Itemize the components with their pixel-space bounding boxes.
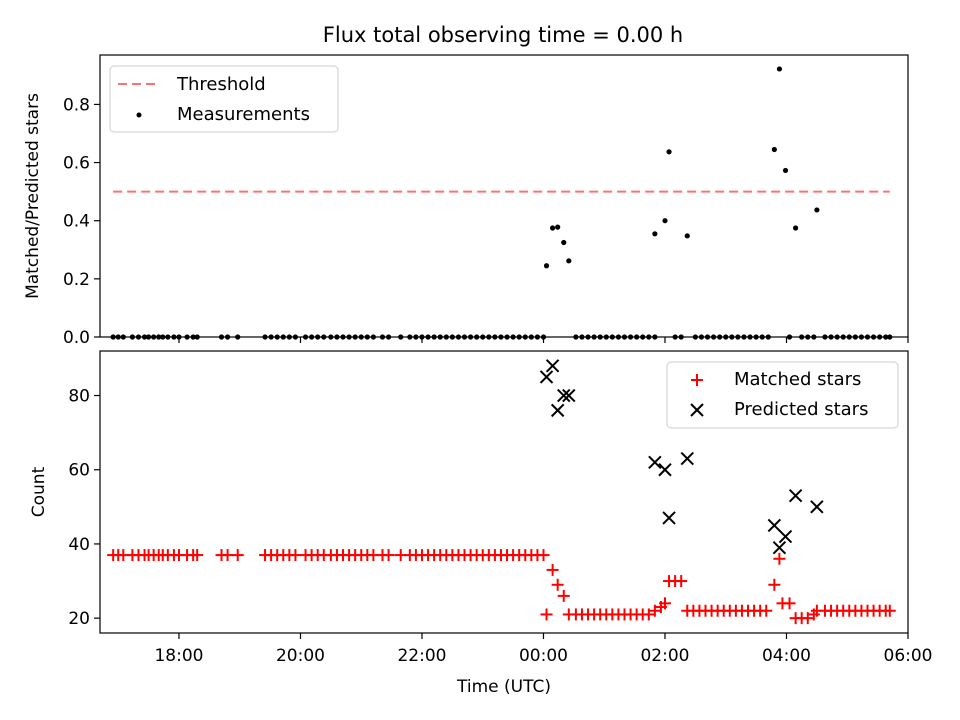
bottom-ytick-label: 60	[68, 461, 90, 481]
bottom-ytick-label: 20	[68, 609, 90, 629]
matched-stars-point	[675, 575, 688, 588]
predicted-stars-point	[539, 370, 554, 384]
measurement-point	[771, 146, 777, 153]
measurement-point	[782, 167, 789, 174]
matched-stars-point	[382, 549, 395, 562]
threshold-legend-label: Threshold	[176, 74, 266, 95]
bottom-legend: Matched stars Predicted stars	[666, 361, 899, 429]
predicted-stars-point	[557, 388, 571, 403]
bottom-xtick-label: 04:00	[762, 646, 811, 666]
predicted-stars-point	[562, 388, 576, 403]
predicted-stars-point	[545, 359, 560, 373]
measurement-point	[543, 263, 550, 269]
top-ytick-label: 0.4	[63, 212, 90, 232]
top-ylabel: Matched/Predicted stars	[23, 93, 43, 299]
predicted-legend-label: Predicted stars	[734, 399, 868, 420]
matched-stars-point	[760, 604, 773, 617]
measurements-legend-marker	[136, 112, 142, 118]
bottom-xtick-label: 00:00	[519, 646, 568, 666]
top-axes-frame	[99, 54, 909, 338]
predicted-stars-point	[648, 455, 662, 470]
matched-stars-point	[642, 608, 655, 621]
matched-stars-point	[537, 549, 550, 562]
top-ytick-label: 0.2	[63, 270, 90, 290]
measurement-point	[566, 258, 572, 264]
top-legend-box	[109, 65, 339, 133]
bottom-xtick-label: 02:00	[640, 646, 689, 666]
bottom-ytick-label: 80	[68, 387, 90, 407]
bottom-axes-frame	[99, 350, 909, 634]
bottom-ytick-label: 40	[68, 535, 90, 555]
measurement-point	[776, 66, 783, 72]
predicted-stars-point	[767, 518, 782, 533]
measurement-point	[652, 231, 658, 237]
top-plot: 0.0 0.2 0.4 0.6 0.8	[63, 54, 909, 348]
measurement-point	[555, 224, 561, 230]
matched-stars-point	[231, 549, 244, 562]
chart-title: Flux total observing time = 0.00 h	[323, 23, 683, 47]
bottom-xtick-label: 20:00	[276, 646, 325, 666]
predicted-stars-point	[778, 529, 793, 544]
measurements-legend-label: Measurements	[177, 104, 310, 125]
measurement-point	[550, 225, 556, 231]
matched-stars-point	[883, 604, 896, 617]
predicted-stars-point	[662, 511, 676, 525]
matched-legend-marker	[691, 374, 703, 386]
matched-stars-point	[773, 552, 786, 565]
top-ytick-label: 0.6	[63, 154, 90, 174]
predicted-stars-series	[539, 359, 824, 555]
measurement-point	[793, 225, 799, 231]
matched-stars-point	[551, 578, 564, 591]
bottom-xtick-label: 06:00	[884, 646, 933, 666]
matched-stars-point	[191, 549, 204, 562]
top-ytick-label: 0.8	[63, 95, 90, 115]
predicted-stars-point	[788, 489, 803, 503]
matched-stars-point	[289, 549, 302, 562]
bottom-xtick-label: 18:00	[154, 646, 203, 666]
predicted-legend-marker	[690, 403, 704, 417]
measurement-point	[666, 149, 672, 155]
measurement-point	[814, 207, 820, 213]
bottom-ticks: 20 40 60 80 18:00 20:00 22:00 00:00 02:00 04:00 06…	[68, 387, 932, 666]
top-ytick-label: 0.0	[63, 328, 90, 348]
matched-stars-point	[540, 608, 553, 621]
matched-stars-point	[557, 589, 570, 602]
top-ticks: 0.0 0.2 0.4 0.6 0.8	[63, 95, 909, 348]
measurement-point	[662, 218, 668, 224]
matched-stars-point	[768, 578, 781, 591]
measurement-point	[561, 239, 567, 246]
measurement-point	[684, 233, 690, 239]
x-axis-label: Time (UTC)	[456, 677, 551, 697]
matched-stars-point	[783, 597, 796, 610]
matched-legend-label: Matched stars	[734, 369, 861, 390]
matched-stars-point	[658, 597, 671, 610]
matched-stars-point	[221, 549, 234, 562]
matched-stars-series	[107, 549, 896, 625]
top-legend: Threshold Measurements	[109, 65, 339, 133]
bottom-ylabel: Count	[29, 466, 49, 517]
matched-stars-point	[801, 612, 814, 625]
predicted-stars-point	[550, 403, 565, 418]
predicted-stars-point	[810, 500, 824, 514]
predicted-stars-point	[680, 451, 694, 466]
bottom-plot: 20 40 60 80 18:00 20:00 22:00 00:00 02:00 04:00 06…	[68, 350, 933, 666]
bottom-xtick-label: 22:00	[397, 646, 446, 666]
matched-stars-point	[648, 604, 661, 617]
predicted-stars-point	[772, 540, 787, 555]
matched-stars-point	[546, 563, 559, 576]
bottom-legend-box	[666, 361, 899, 429]
predicted-stars-point	[658, 463, 672, 477]
